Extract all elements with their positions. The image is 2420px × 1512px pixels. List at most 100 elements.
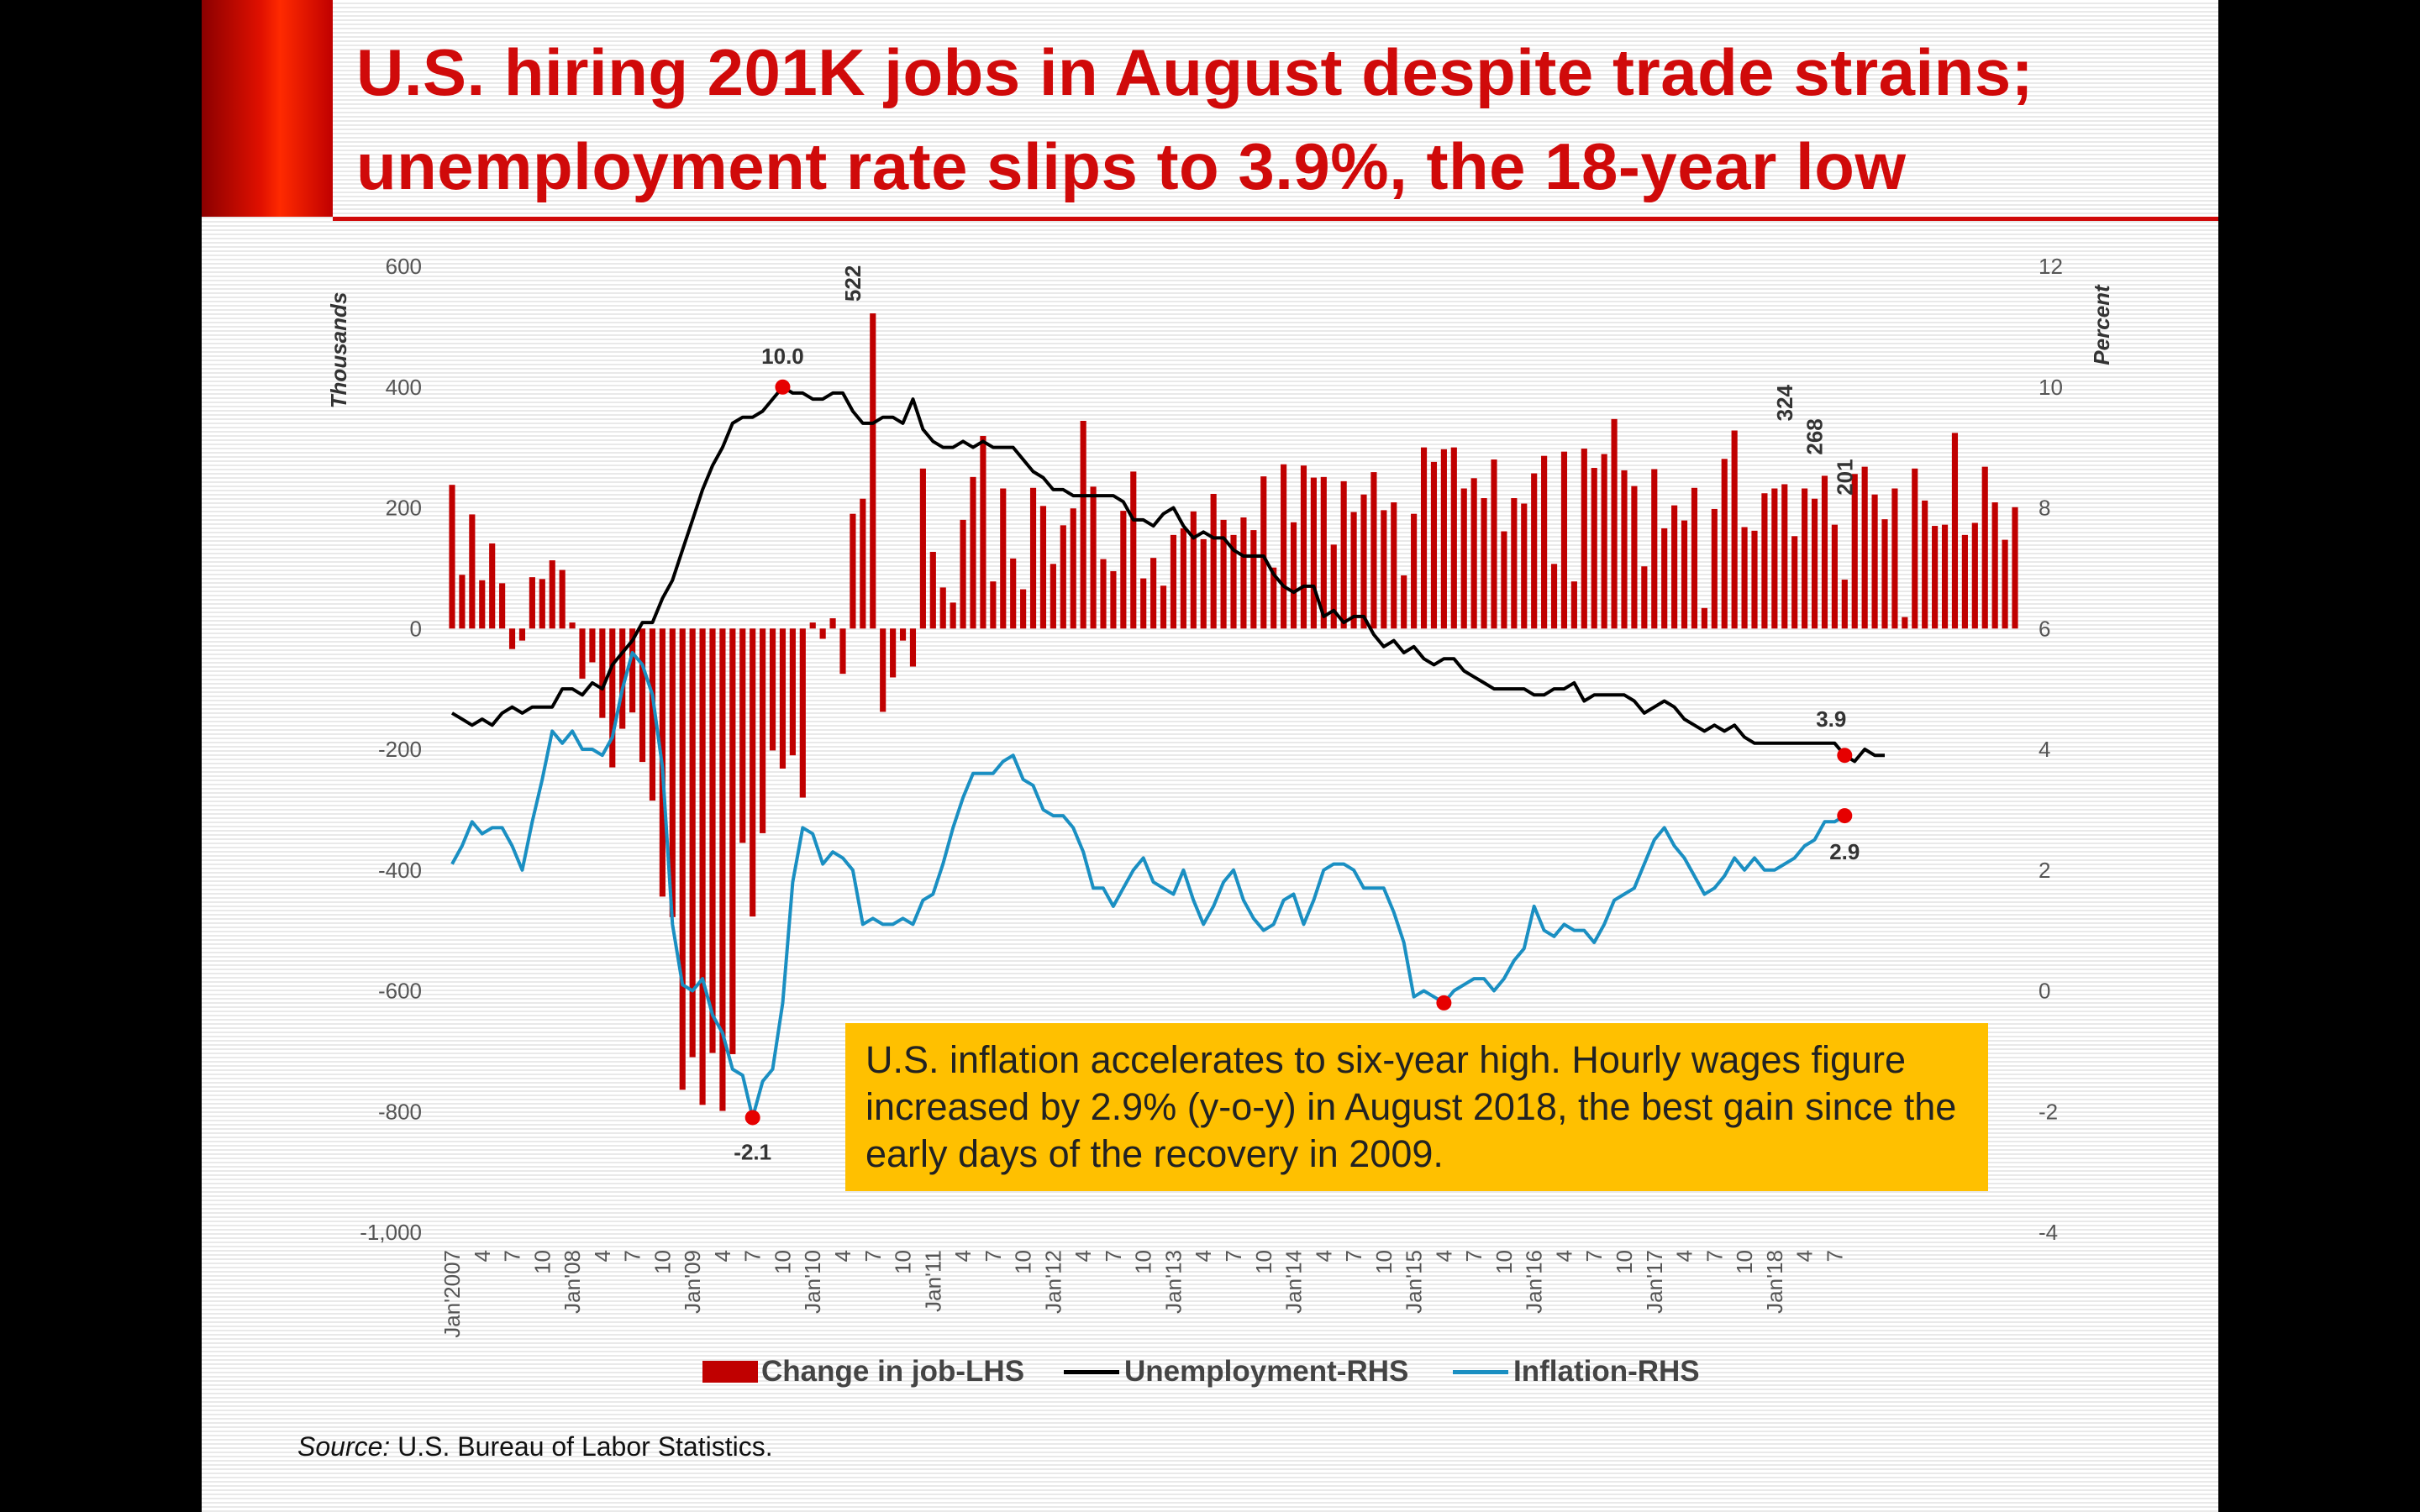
job-change-bar — [1360, 494, 1367, 629]
job-change-bar — [1671, 505, 1678, 629]
job-change-bar — [860, 498, 866, 629]
x-axis-tick: 4 — [830, 1250, 855, 1262]
x-axis-tick: 7 — [620, 1250, 645, 1262]
job-change-bar — [789, 628, 796, 756]
job-change-bar — [1039, 506, 1047, 629]
job-change-bar — [1731, 430, 1738, 629]
job-change-bar — [779, 628, 786, 769]
job-change-bar — [1430, 461, 1438, 629]
job-change-bar — [669, 628, 676, 917]
legend-label-unemployment: Unemployment-RHS — [1124, 1355, 1409, 1388]
job-change-bar — [489, 543, 496, 629]
legend-item-inflation: Inflation-RHS — [1453, 1351, 1700, 1393]
job-change-bar — [719, 628, 726, 1111]
x-axis-tick: 10 — [1491, 1250, 1517, 1274]
job-change-bar — [799, 628, 806, 798]
job-change-bar — [1751, 530, 1758, 629]
x-axis-tick: 7 — [1341, 1250, 1366, 1262]
job-change-bar — [629, 628, 636, 713]
x-axis-tick: 4 — [1792, 1250, 1818, 1262]
x-axis-tick: 7 — [1221, 1250, 1246, 1262]
job-change-bar — [750, 628, 756, 917]
point-value-label: -2.1 — [734, 1139, 771, 1164]
job-change-bar — [929, 551, 936, 629]
job-change-bar — [1691, 487, 1698, 629]
job-change-bar — [619, 628, 626, 729]
job-change-bar — [1120, 511, 1127, 629]
job-change-bar — [1100, 559, 1107, 629]
job-change-bar — [909, 628, 917, 667]
x-axis-tick: 7 — [1702, 1250, 1727, 1262]
job-change-bar — [1401, 575, 1407, 629]
job-change-bar — [1481, 498, 1487, 629]
job-change-bar — [459, 575, 466, 629]
job-change-bar — [449, 485, 455, 629]
job-change-bar — [1591, 468, 1597, 629]
job-change-bar — [1922, 500, 1928, 629]
legend-bar-swatch — [702, 1361, 758, 1383]
job-change-bar — [829, 618, 836, 629]
job-change-bar — [1531, 473, 1538, 629]
unemployment-line — [450, 385, 1885, 764]
job-change-bar — [1010, 558, 1017, 629]
job-change-bar — [1721, 459, 1728, 629]
job-change-bar — [609, 628, 616, 768]
job-change-bar — [1881, 519, 1888, 629]
title-line-2: unemployment rate slips to 3.9%, the 18-… — [356, 129, 1907, 203]
job-change-bar — [679, 628, 686, 1090]
job-change-bar — [1912, 468, 1918, 629]
legend-label-jobs: Change in job-LHS — [761, 1355, 1025, 1388]
x-axis-tick: Jan'10 — [800, 1250, 825, 1314]
right-axis-tick: -4 — [2039, 1220, 2058, 1245]
job-change-bar — [1370, 472, 1377, 629]
title-divider — [333, 217, 2218, 221]
x-axis-tick: 4 — [1191, 1250, 1216, 1262]
job-change-bar — [919, 468, 926, 629]
job-change-bar — [880, 628, 886, 712]
point-marker — [775, 379, 791, 395]
job-change-bar — [569, 622, 576, 629]
x-axis-tick: 10 — [1732, 1250, 1757, 1274]
job-change-bar — [819, 628, 826, 639]
right-axis-tick: 2 — [2039, 858, 2050, 883]
job-change-bar — [1110, 570, 1117, 629]
point-value-label: 2.9 — [1829, 839, 1860, 864]
x-axis-tick: 4 — [1431, 1250, 1456, 1262]
source-note: Source: U.S. Bureau of Labor Statistics. — [297, 1431, 773, 1462]
job-change-bar — [870, 313, 876, 629]
job-change-bar — [1741, 527, 1748, 629]
point-value-label: 3.9 — [1816, 706, 1846, 732]
job-change-bar — [990, 581, 997, 629]
job-change-bar — [1701, 607, 1707, 629]
job-change-bar — [739, 628, 746, 843]
x-axis-tick: Jan'18 — [1762, 1250, 1787, 1314]
x-axis-tick: 10 — [1371, 1250, 1397, 1274]
point-marker — [1436, 995, 1452, 1011]
left-axis-tick: -800 — [378, 1099, 422, 1124]
job-change-bar — [1300, 465, 1307, 629]
x-axis-tick: 4 — [1311, 1250, 1336, 1262]
right-axis-title: Percent — [2089, 284, 2114, 365]
x-axis-tick: 4 — [710, 1250, 735, 1262]
job-change-bar — [1541, 455, 1548, 629]
title-line-1: U.S. hiring 201K jobs in August despite … — [356, 35, 2034, 109]
left-axis-tick: -1,000 — [360, 1220, 422, 1245]
job-change-bar — [689, 628, 696, 1058]
job-change-bar — [709, 628, 716, 1053]
jobs-unemployment-inflation-chart: 600 400 200 0 -200 -400 -600 -800 -1,000 12 10 8 6 4 2… — [326, 254, 2114, 1338]
right-axis-tick: -2 — [2039, 1099, 2058, 1124]
job-change-bar — [1621, 470, 1628, 629]
job-change-bar — [599, 628, 606, 718]
job-change-bar — [729, 628, 736, 1054]
job-change-bar — [809, 622, 816, 629]
x-axis-tick: Jan'17 — [1642, 1250, 1667, 1314]
source-label: Source: — [297, 1431, 391, 1462]
job-change-bar — [1090, 486, 1097, 629]
job-change-bar — [649, 628, 656, 801]
job-change-bar — [508, 628, 516, 649]
job-change-bar — [1140, 578, 1147, 629]
job-change-bar — [1350, 512, 1357, 629]
job-change-bar — [1611, 418, 1618, 629]
job-change-bar — [1470, 478, 1477, 629]
point-marker — [744, 1110, 760, 1126]
